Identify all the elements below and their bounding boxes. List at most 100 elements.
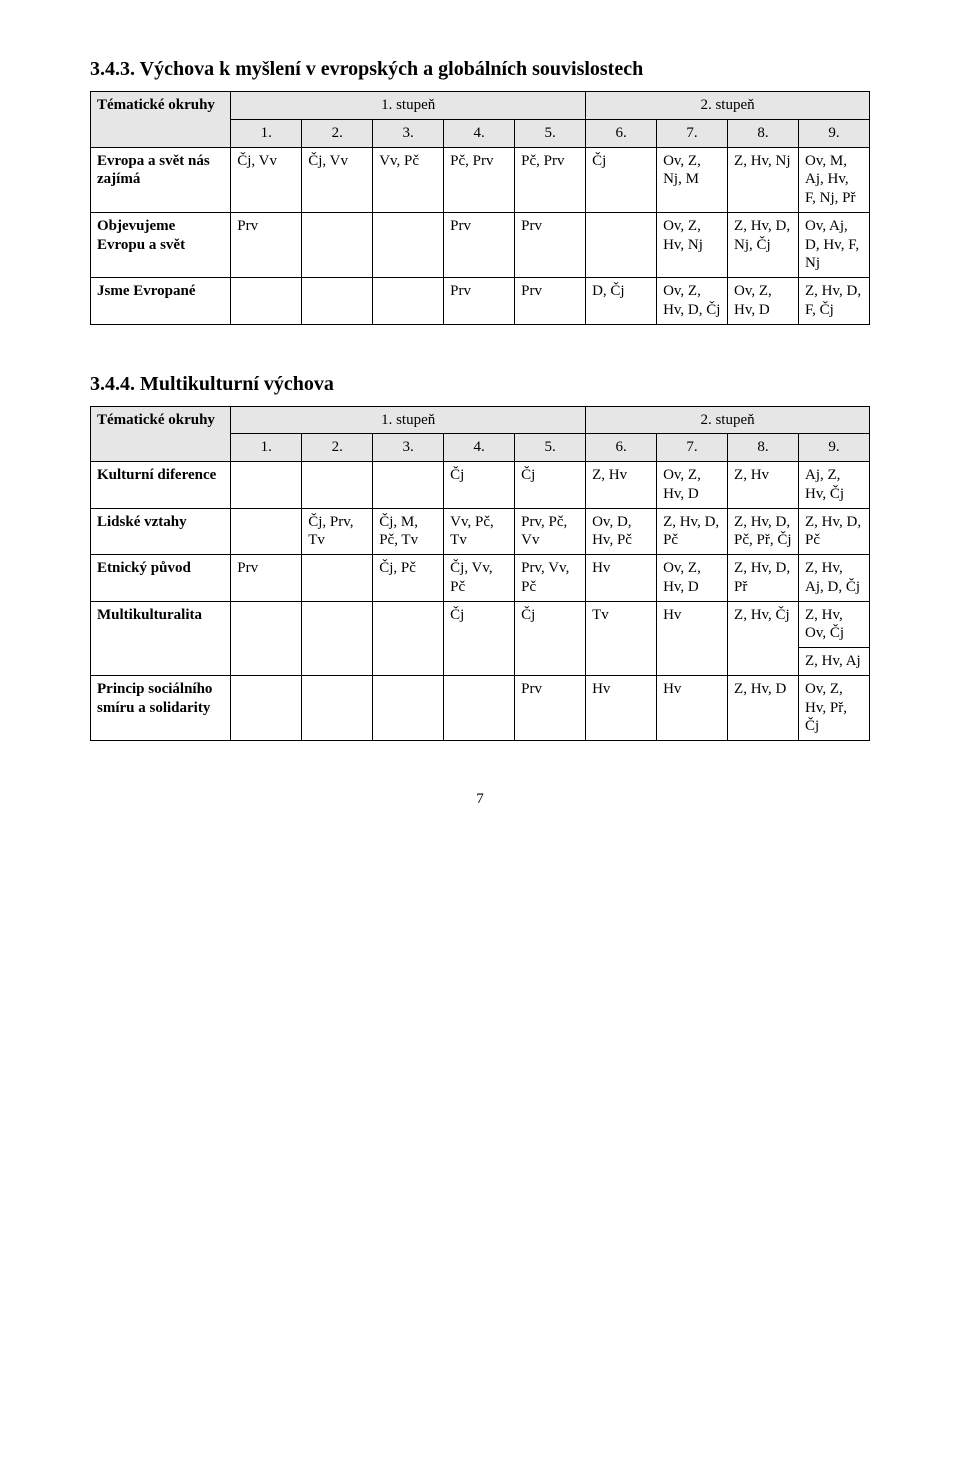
section1-stage1: 1. stupeň [231,92,586,120]
cell: Ov, Z, Hv, D [657,462,728,509]
col-num: 5. [515,434,586,462]
cell: Z, Hv, D, Nj, Čj [728,212,799,277]
row-label: Lidské vztahy [91,508,231,555]
col-num: 6. [586,119,657,147]
col-num: 7. [657,434,728,462]
cell: Ov, M, Aj, Hv, F, Nj, Př [799,147,870,212]
cell [302,601,373,675]
cell: Z, Hv, D, Pč, Př, Čj [728,508,799,555]
cell: Čj, Vv [302,147,373,212]
cell [302,555,373,602]
cell: Z, Hv, Aj, D, Čj [799,555,870,602]
cell: Prv [515,212,586,277]
cell: Prv [231,555,302,602]
cell: Z, Hv [728,462,799,509]
cell: Prv [515,278,586,325]
page-number: 7 [90,791,870,808]
col-num: 2. [302,119,373,147]
cell: Pč, Prv [444,147,515,212]
row-label: Jsme Evropané [91,278,231,325]
col-num: 8. [728,119,799,147]
cell: Z, Hv, D, Pč [657,508,728,555]
cell: Ov, Z, Hv, D, Čj [657,278,728,325]
section2-stage2: 2. stupeň [586,406,870,434]
cell: Ov, D, Hv, Pč [586,508,657,555]
cell: D, Čj [586,278,657,325]
cell [373,278,444,325]
cell: Prv [515,675,586,740]
section1-stage2: 2. stupeň [586,92,870,120]
section2-header-row-1: Tématické okruhy 1. stupeň 2. stupeň [91,406,870,434]
cell [302,675,373,740]
cell: Ov, Aj, D, Hv, F, Nj [799,212,870,277]
row-label: Kulturní diference [91,462,231,509]
cell [302,278,373,325]
cell: Z, Hv, D, Pč [799,508,870,555]
cell: Vv, Pč [373,147,444,212]
cell: Ov, Z, Nj, M [657,147,728,212]
col-num: 3. [373,119,444,147]
section2-topics-label: Tématické okruhy [91,406,231,462]
cell: Čj, Vv [231,147,302,212]
cell [373,462,444,509]
table-row: Multikulturalita Čj Čj Tv Hv Z, Hv, Čj Z… [91,601,870,648]
row-label: Etnický původ [91,555,231,602]
col-num: 3. [373,434,444,462]
row-label: Objevujeme Evropu a svět [91,212,231,277]
cell: Ov, Z, Hv, D [657,555,728,602]
cell [444,675,515,740]
cell: Čj, Pč [373,555,444,602]
cell: Pč, Prv [515,147,586,212]
cell: Hv [586,555,657,602]
cell: Z, Hv, D, F, Čj [799,278,870,325]
cell: Prv [231,212,302,277]
cell: Vv, Pč, Tv [444,508,515,555]
col-num: 1. [231,434,302,462]
cell [373,675,444,740]
cell [302,462,373,509]
cell: Z, Hv, Čj [728,601,799,675]
row-label: Princip sociálního smíru a solidarity [91,675,231,740]
section1-title: 3.4.3. Výchova k myšlení v evropských a … [90,58,870,81]
col-num: 5. [515,119,586,147]
cell: Čj [444,601,515,675]
cell: Z, Hv, D, Př [728,555,799,602]
cell: Čj [515,601,586,675]
section1-table: Tématické okruhy 1. stupeň 2. stupeň 1. … [90,91,870,325]
section2-table: Tématické okruhy 1. stupeň 2. stupeň 1. … [90,406,870,742]
cell: Hv [586,675,657,740]
cell: Hv [657,675,728,740]
cell: Ov, Z, Hv, D [728,278,799,325]
cell [302,212,373,277]
section1-topics-label: Tématické okruhy [91,92,231,148]
section1-header-row-1: Tématické okruhy 1. stupeň 2. stupeň [91,92,870,120]
cell [373,601,444,675]
cell: Prv, Vv, Pč [515,555,586,602]
row-label: Evropa a svět nás zajímá [91,147,231,212]
cell [231,508,302,555]
cell [586,212,657,277]
cell [231,601,302,675]
cell: Ov, Z, Hv, Nj [657,212,728,277]
col-num: 2. [302,434,373,462]
col-num: 9. [799,119,870,147]
row-label: Multikulturalita [91,601,231,675]
cell [231,675,302,740]
cell: Aj, Z, Hv, Čj [799,462,870,509]
cell: Čj [515,462,586,509]
cell: Čj, Vv, Pč [444,555,515,602]
cell: Tv [586,601,657,675]
page: 3.4.3. Výchova k myšlení v evropských a … [0,0,960,868]
col-num: 8. [728,434,799,462]
col-num: 4. [444,119,515,147]
cell: Z, Hv, Nj [728,147,799,212]
col-num: 4. [444,434,515,462]
section2-title: 3.4.4. Multikulturní výchova [90,373,870,396]
cell: Z, Hv, D [728,675,799,740]
cell [373,212,444,277]
cell: Z, Hv [586,462,657,509]
cell: Ov, Z, Hv, Př, Čj [799,675,870,740]
cell: Čj, Prv, Tv [302,508,373,555]
cell: Z, Hv, Ov, Čj [799,601,870,648]
cell [231,278,302,325]
